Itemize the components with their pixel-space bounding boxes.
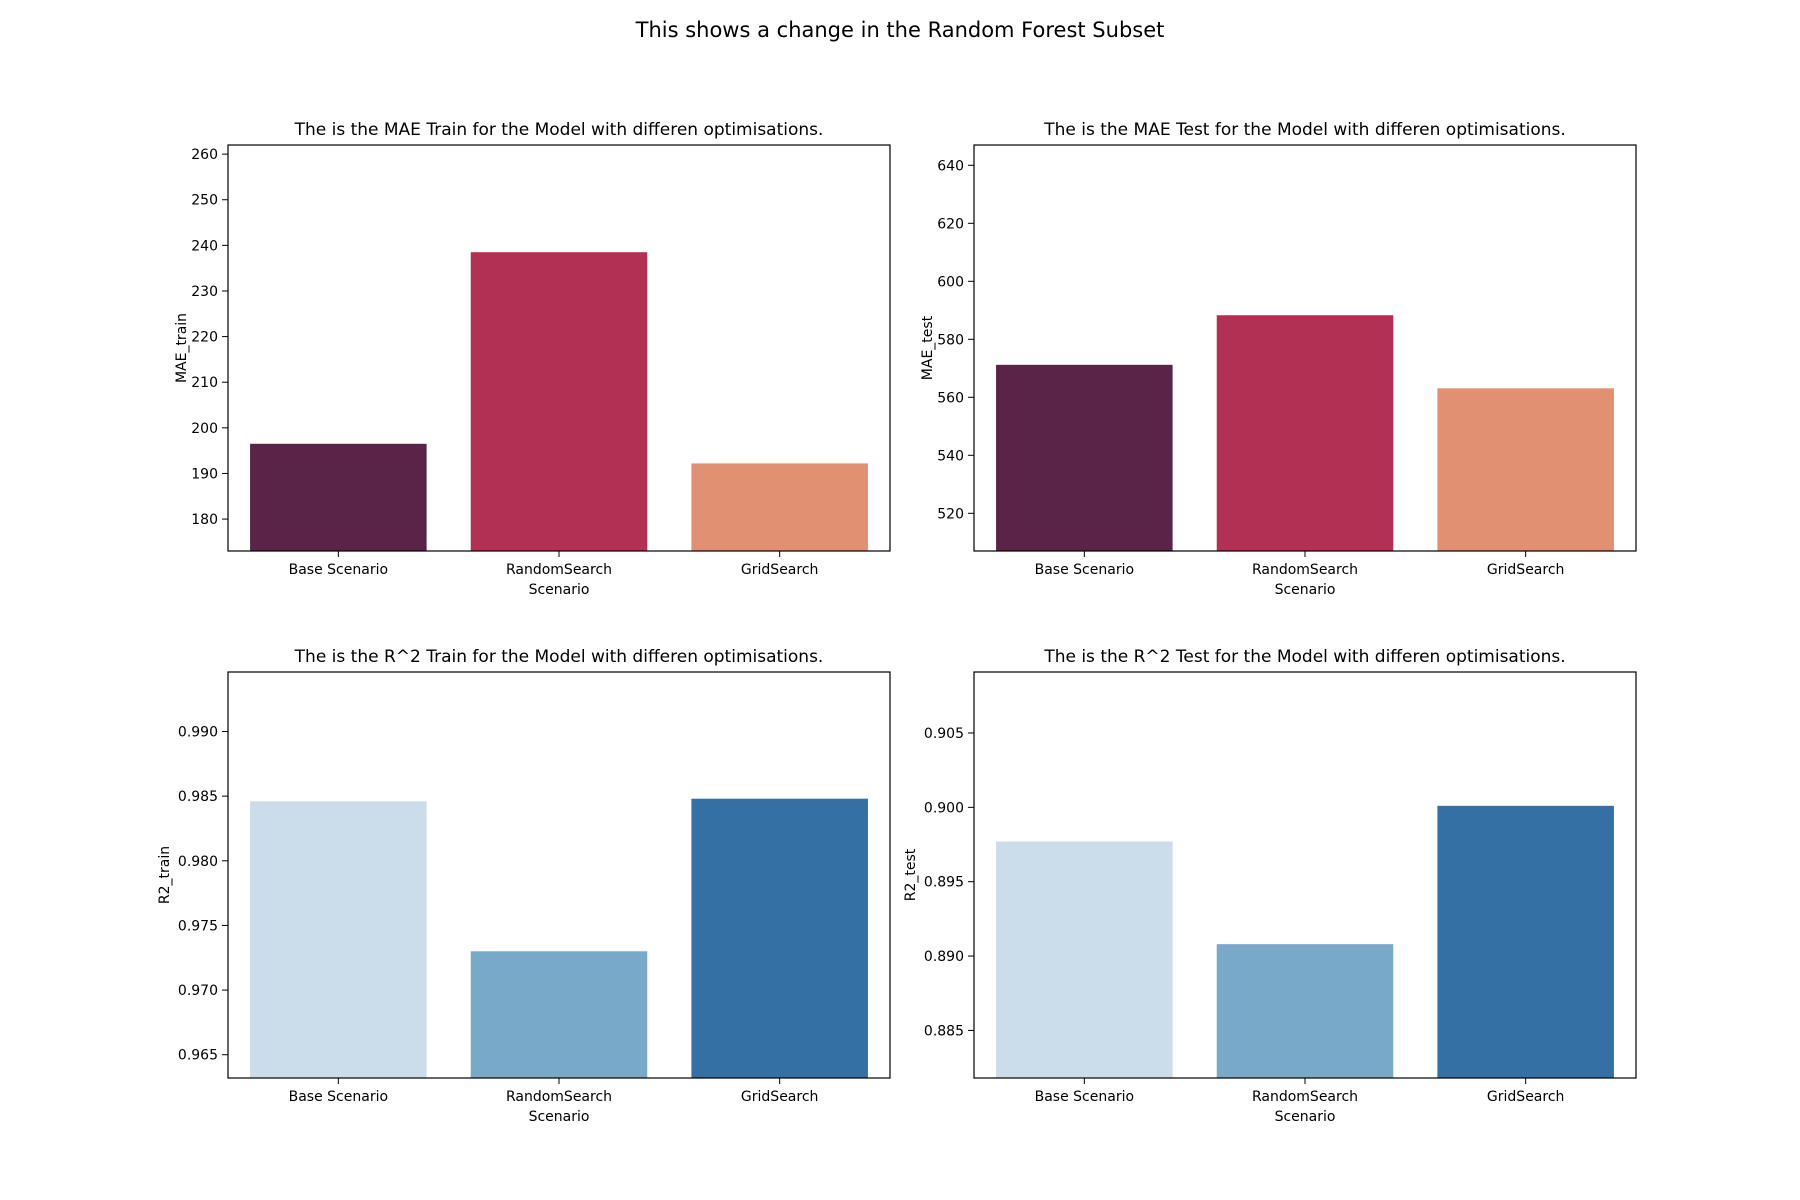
x-tick-label: RandomSearch	[506, 1089, 612, 1105]
x-tick-label: GridSearch	[741, 562, 818, 578]
y-tick-label: 260	[191, 147, 218, 163]
bar-randomsearch	[1216, 315, 1394, 551]
bar-gridsearch	[691, 463, 868, 551]
y-tick-label: 540	[937, 448, 964, 464]
x-tick-label: Base Scenario	[289, 562, 388, 578]
y-tick-label: 0.895	[924, 875, 964, 891]
y-tick-label: 0.985	[178, 789, 218, 805]
bar-base-scenario	[250, 443, 427, 551]
x-tick-label: GridSearch	[1487, 562, 1564, 578]
bar-randomsearch	[470, 951, 648, 1078]
x-tick-label: RandomSearch	[506, 562, 612, 578]
x-axis-label: Scenario	[1275, 582, 1336, 598]
x-tick-label: RandomSearch	[1252, 1089, 1358, 1105]
y-axis-label: MAE_test	[920, 315, 936, 380]
y-tick-label: 580	[937, 332, 964, 348]
x-axis-label: Scenario	[1275, 1109, 1336, 1125]
chart-title: The is the R^2 Train for the Model with …	[294, 647, 824, 667]
chart-title: The is the R^2 Test for the Model with d…	[1044, 647, 1566, 667]
y-tick-label: 0.900	[924, 800, 964, 816]
y-tick-label: 620	[937, 216, 964, 232]
x-tick-label: Base Scenario	[1035, 562, 1134, 578]
bar-base-scenario	[250, 801, 427, 1078]
bar-base-scenario	[996, 364, 1173, 551]
y-tick-label: 240	[191, 238, 218, 254]
y-axis-label: R2_train	[157, 846, 173, 904]
y-tick-label: 560	[937, 390, 964, 406]
y-tick-label: 0.990	[178, 724, 218, 740]
y-axis-label: R2_test	[903, 848, 919, 901]
bar-gridsearch	[1437, 805, 1614, 1078]
x-axis-label: Scenario	[529, 582, 590, 598]
y-tick-label: 640	[937, 158, 964, 174]
y-tick-label: 0.890	[924, 949, 964, 965]
y-tick-label: 200	[191, 421, 218, 437]
chart-title: The is the MAE Train for the Model with …	[294, 120, 824, 140]
figure-title: This shows a change in the Random Forest…	[635, 18, 1165, 42]
y-tick-label: 250	[191, 193, 218, 209]
x-tick-label: GridSearch	[741, 1089, 818, 1105]
y-tick-label: 0.885	[924, 1023, 964, 1039]
y-tick-label: 0.970	[178, 983, 218, 999]
y-tick-label: 190	[191, 466, 218, 482]
bar-randomsearch	[1216, 944, 1394, 1078]
y-tick-label: 520	[937, 506, 964, 522]
y-tick-label: 210	[191, 375, 218, 391]
y-tick-label: 220	[191, 330, 218, 346]
y-axis-label: MAE_train	[174, 313, 190, 383]
x-tick-label: Base Scenario	[289, 1089, 388, 1105]
y-tick-label: 0.980	[178, 854, 218, 870]
y-tick-label: 180	[191, 512, 218, 528]
y-tick-label: 0.905	[924, 726, 964, 742]
y-tick-label: 230	[191, 284, 218, 300]
y-tick-label: 0.975	[178, 918, 218, 934]
x-tick-label: Base Scenario	[1035, 1089, 1134, 1105]
chart-title: The is the MAE Test for the Model with d…	[1044, 120, 1566, 140]
bar-base-scenario	[996, 841, 1173, 1078]
x-axis-label: Scenario	[529, 1109, 590, 1125]
bar-gridsearch	[691, 798, 868, 1078]
x-tick-label: RandomSearch	[1252, 562, 1358, 578]
y-tick-label: 0.965	[178, 1048, 218, 1064]
bar-randomsearch	[470, 252, 648, 551]
bar-gridsearch	[1437, 388, 1614, 551]
y-tick-label: 600	[937, 274, 964, 290]
x-tick-label: GridSearch	[1487, 1089, 1564, 1105]
